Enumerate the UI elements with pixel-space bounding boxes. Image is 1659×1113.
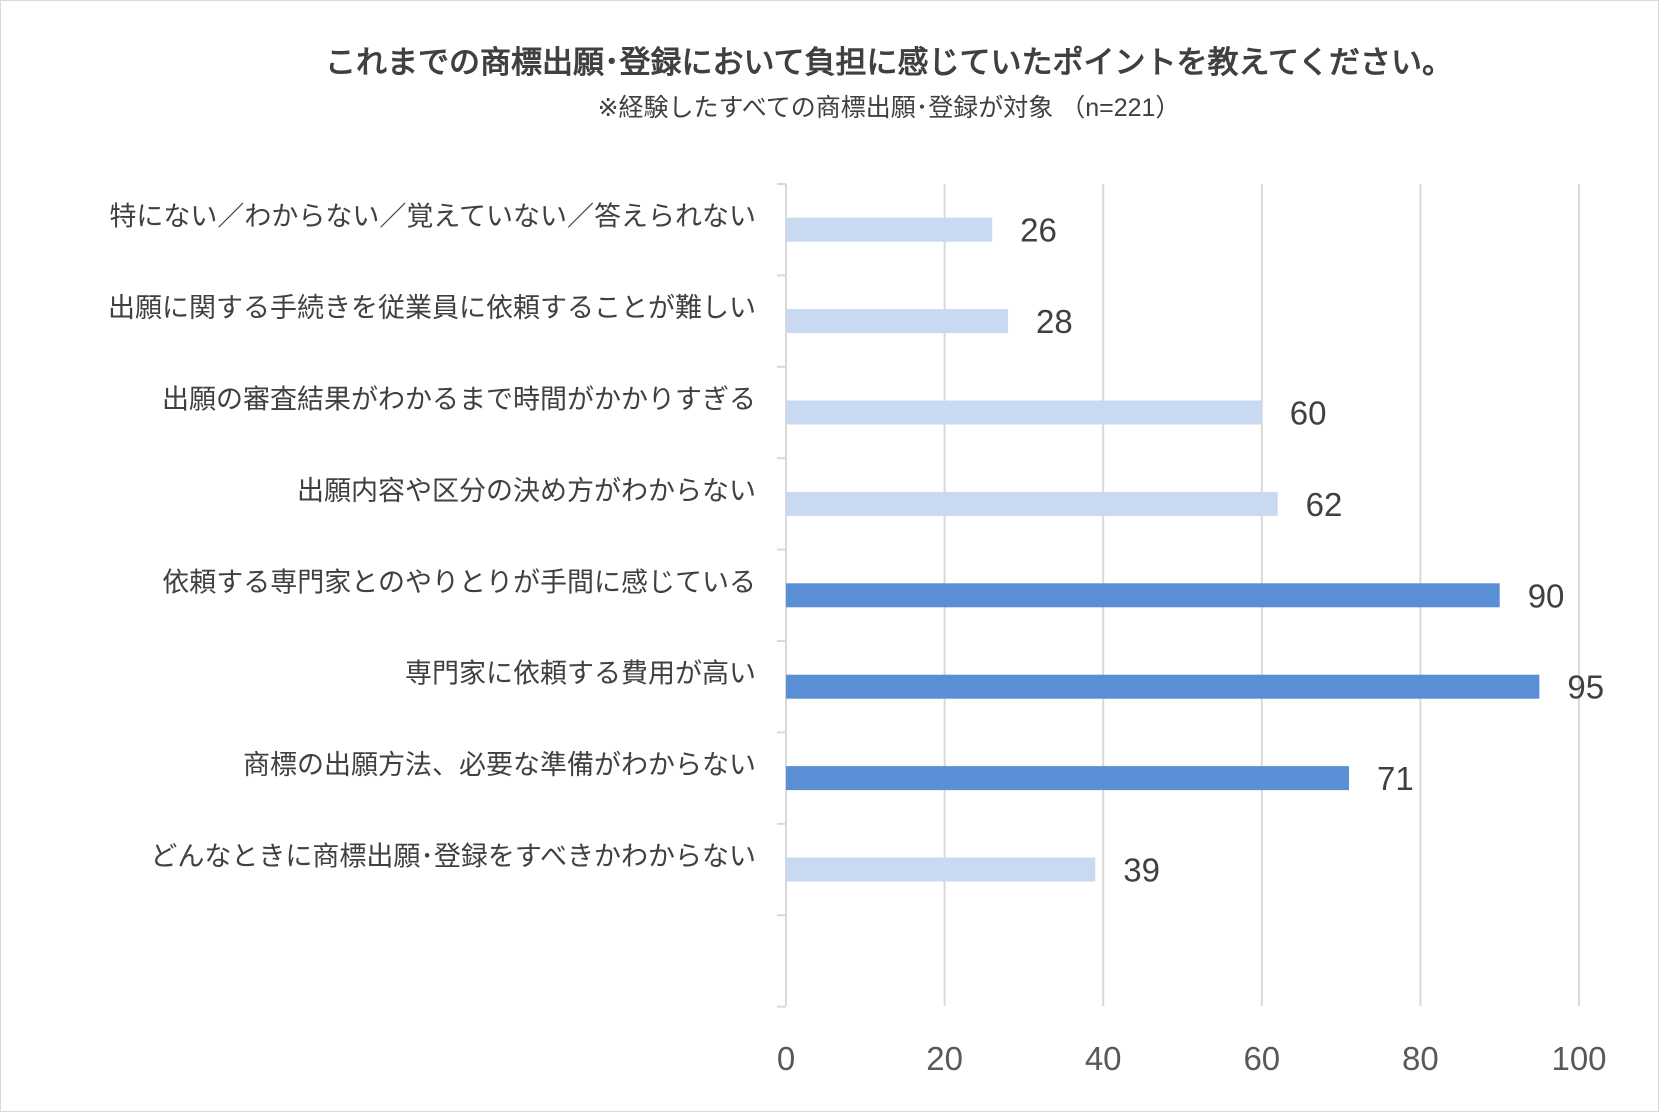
x-tick-label: 60 <box>1243 1040 1280 1077</box>
x-tick-label: 40 <box>1085 1040 1122 1077</box>
data-labels: 26 28 60 62 90 95 71 39 <box>1020 212 1604 889</box>
data-label: 62 <box>1306 486 1343 523</box>
category-label: 商標の出願方法、必要な準備がわからない <box>243 750 756 780</box>
x-tick-label: 0 <box>777 1040 795 1077</box>
bar <box>786 583 1500 608</box>
data-label: 39 <box>1123 852 1160 889</box>
data-label: 28 <box>1036 303 1073 340</box>
bar <box>786 766 1350 791</box>
bar <box>786 400 1262 425</box>
data-label: 26 <box>1020 212 1057 249</box>
category-label: 専門家に依頼する費用が高い <box>405 659 756 689</box>
x-tick-label: 80 <box>1402 1040 1439 1077</box>
chart-subtitle: ※経験したすべての商標出願･登録が対象 （n=221） <box>598 94 1181 122</box>
bar <box>786 217 993 242</box>
category-label: 特にない／わからない／覚えていない／答えられない <box>109 202 756 232</box>
data-label: 71 <box>1377 760 1414 797</box>
bar <box>786 857 1096 882</box>
data-label: 90 <box>1528 577 1565 614</box>
x-tick-label: 100 <box>1551 1040 1606 1077</box>
data-label: 95 <box>1567 669 1604 706</box>
category-label: どんなときに商標出願･登録をすべきかわからない <box>150 842 756 872</box>
category-label: 出願内容や区分の決め方がわからない <box>297 476 756 506</box>
x-tick-label: 20 <box>926 1040 963 1077</box>
category-label: 出願に関する手続きを従業員に依頼することが難しい <box>108 293 756 323</box>
bar <box>786 674 1540 699</box>
bar <box>786 309 1009 334</box>
category-axis <box>777 183 787 1008</box>
value-axis-ticks: 0 20 40 60 80 100 <box>777 1040 1607 1077</box>
bars <box>786 217 1540 882</box>
chart-title: これまでの商標出願･登録において負担に感じていたポイントを教えてください。 <box>325 45 1453 80</box>
category-label: 出願の審査結果がわかるまで時間がかかりすぎる <box>162 385 756 415</box>
bar <box>786 491 1278 516</box>
category-labels: 特にない／わからない／覚えていない／答えられない出願に関する手続きを従業員に依頼… <box>108 202 756 872</box>
category-label: 依頼する専門家とのやりとりが手間に感じている <box>162 567 756 597</box>
data-label: 60 <box>1290 395 1327 432</box>
